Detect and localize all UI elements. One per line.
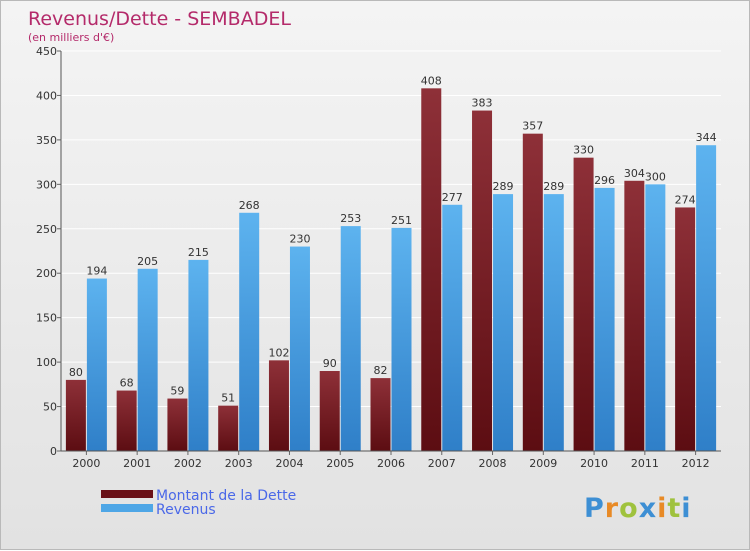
y-tick-label: 0 bbox=[50, 445, 57, 458]
value-label-revenus: 296 bbox=[594, 174, 615, 187]
y-tick-label: 200 bbox=[36, 267, 57, 280]
value-label-dette: 102 bbox=[268, 346, 289, 359]
value-label-dette: 51 bbox=[221, 392, 235, 405]
bar-dette bbox=[268, 360, 289, 451]
value-label-dette: 383 bbox=[472, 97, 493, 110]
x-tick-label: 2001 bbox=[123, 457, 151, 470]
value-label-revenus: 344 bbox=[696, 131, 717, 144]
bar-dette bbox=[573, 157, 594, 451]
x-tick-label: 2000 bbox=[72, 457, 100, 470]
bar-dette bbox=[472, 110, 493, 452]
bar-revenus bbox=[289, 246, 310, 451]
y-tick-label: 350 bbox=[36, 134, 57, 147]
value-label-revenus: 253 bbox=[340, 212, 361, 225]
bar-dette bbox=[370, 378, 391, 451]
legend: Montant de la Dette Revenus bbox=[101, 488, 296, 518]
value-label-revenus: 289 bbox=[543, 180, 564, 193]
x-axis-ticks: 2000 2001 2002 2003 2004 2005 2006 2007 2008 2009… bbox=[72, 451, 710, 470]
bar-dette bbox=[167, 398, 188, 451]
x-tick-label: 2005 bbox=[326, 457, 354, 470]
bar-dette bbox=[319, 371, 340, 451]
legend-swatch-dette bbox=[101, 490, 153, 498]
logo-letter: P bbox=[584, 493, 605, 524]
y-tick-label: 300 bbox=[36, 178, 57, 191]
bar-revenus bbox=[645, 184, 666, 452]
y-tick-label: 400 bbox=[36, 89, 57, 102]
bar-dette bbox=[421, 88, 442, 451]
y-tick-label: 150 bbox=[36, 312, 57, 325]
axes bbox=[60, 51, 721, 452]
value-label-dette: 82 bbox=[374, 364, 388, 377]
bar-revenus bbox=[594, 187, 615, 451]
x-tick-label: 2002 bbox=[174, 457, 202, 470]
chart-subtitle: (en milliers d'€) bbox=[28, 31, 114, 44]
legend-label-revenus: Revenus bbox=[156, 502, 216, 518]
bars bbox=[65, 88, 717, 452]
value-label-dette: 408 bbox=[421, 74, 442, 87]
value-label-revenus: 300 bbox=[645, 170, 666, 183]
x-tick-label: 2003 bbox=[225, 457, 253, 470]
bar-dette bbox=[522, 133, 543, 451]
value-label-dette: 304 bbox=[624, 167, 645, 180]
logo-letter: x bbox=[639, 493, 657, 524]
x-tick-label: 2004 bbox=[275, 457, 303, 470]
y-axis-ticks: 0 50 100 150 200 250 300 350 400 450 bbox=[36, 45, 61, 458]
x-tick-label: 2007 bbox=[428, 457, 456, 470]
bar-dette bbox=[624, 180, 645, 451]
x-tick-label: 2006 bbox=[377, 457, 405, 470]
x-tick-label: 2008 bbox=[479, 457, 507, 470]
value-label-revenus: 289 bbox=[493, 180, 514, 193]
logo-letter: i bbox=[681, 493, 691, 524]
y-tick-label: 450 bbox=[36, 45, 57, 58]
value-label-revenus: 251 bbox=[391, 214, 412, 227]
bar-revenus bbox=[493, 194, 514, 451]
y-tick-label: 50 bbox=[43, 401, 57, 414]
bar-dette bbox=[116, 390, 137, 451]
value-label-dette: 68 bbox=[120, 377, 134, 390]
value-label-dette: 274 bbox=[675, 193, 696, 206]
value-label-revenus: 205 bbox=[137, 255, 158, 268]
bar-revenus bbox=[86, 278, 107, 451]
value-label-revenus: 215 bbox=[188, 246, 209, 259]
bar-revenus bbox=[340, 226, 361, 451]
bar-revenus bbox=[391, 227, 412, 451]
bar-dette bbox=[65, 379, 86, 451]
chart-title: Revenus/Dette - SEMBADEL bbox=[28, 8, 291, 30]
legend-swatch-revenus bbox=[101, 504, 153, 512]
bar-revenus bbox=[239, 212, 260, 451]
legend-label-dette: Montant de la Dette bbox=[156, 488, 296, 504]
bar-dette bbox=[675, 207, 696, 451]
logo-letter: t bbox=[667, 493, 681, 524]
value-labels: 80 194 68 205 59 215 51 268 102 230 90 253 82 251 408 2… bbox=[69, 74, 717, 404]
bar-revenus bbox=[442, 204, 463, 451]
logo-letter: o bbox=[619, 493, 639, 524]
value-label-revenus: 194 bbox=[86, 265, 107, 278]
x-tick-label: 2009 bbox=[529, 457, 557, 470]
value-label-revenus: 277 bbox=[442, 191, 463, 204]
x-tick-label: 2010 bbox=[580, 457, 608, 470]
bar-revenus bbox=[696, 145, 717, 451]
x-tick-label: 2011 bbox=[631, 457, 659, 470]
value-label-dette: 357 bbox=[522, 120, 543, 133]
bar-revenus bbox=[137, 268, 158, 451]
bar-revenus bbox=[188, 259, 209, 451]
y-tick-label: 250 bbox=[36, 223, 57, 236]
bar-revenus bbox=[543, 194, 564, 451]
value-label-dette: 330 bbox=[573, 144, 594, 157]
grid-lines bbox=[61, 50, 721, 408]
value-label-dette: 59 bbox=[170, 385, 184, 398]
value-label-dette: 80 bbox=[69, 366, 83, 379]
bar-dette bbox=[218, 405, 239, 451]
logo-letter: i bbox=[657, 493, 667, 524]
value-label-revenus: 268 bbox=[239, 199, 260, 212]
y-tick-label: 100 bbox=[36, 356, 57, 369]
logo-letter: r bbox=[605, 493, 619, 524]
value-label-dette: 90 bbox=[323, 357, 337, 370]
proxiti-logo: Proxiti bbox=[584, 493, 692, 524]
x-tick-label: 2012 bbox=[682, 457, 710, 470]
value-label-revenus: 230 bbox=[289, 233, 310, 246]
